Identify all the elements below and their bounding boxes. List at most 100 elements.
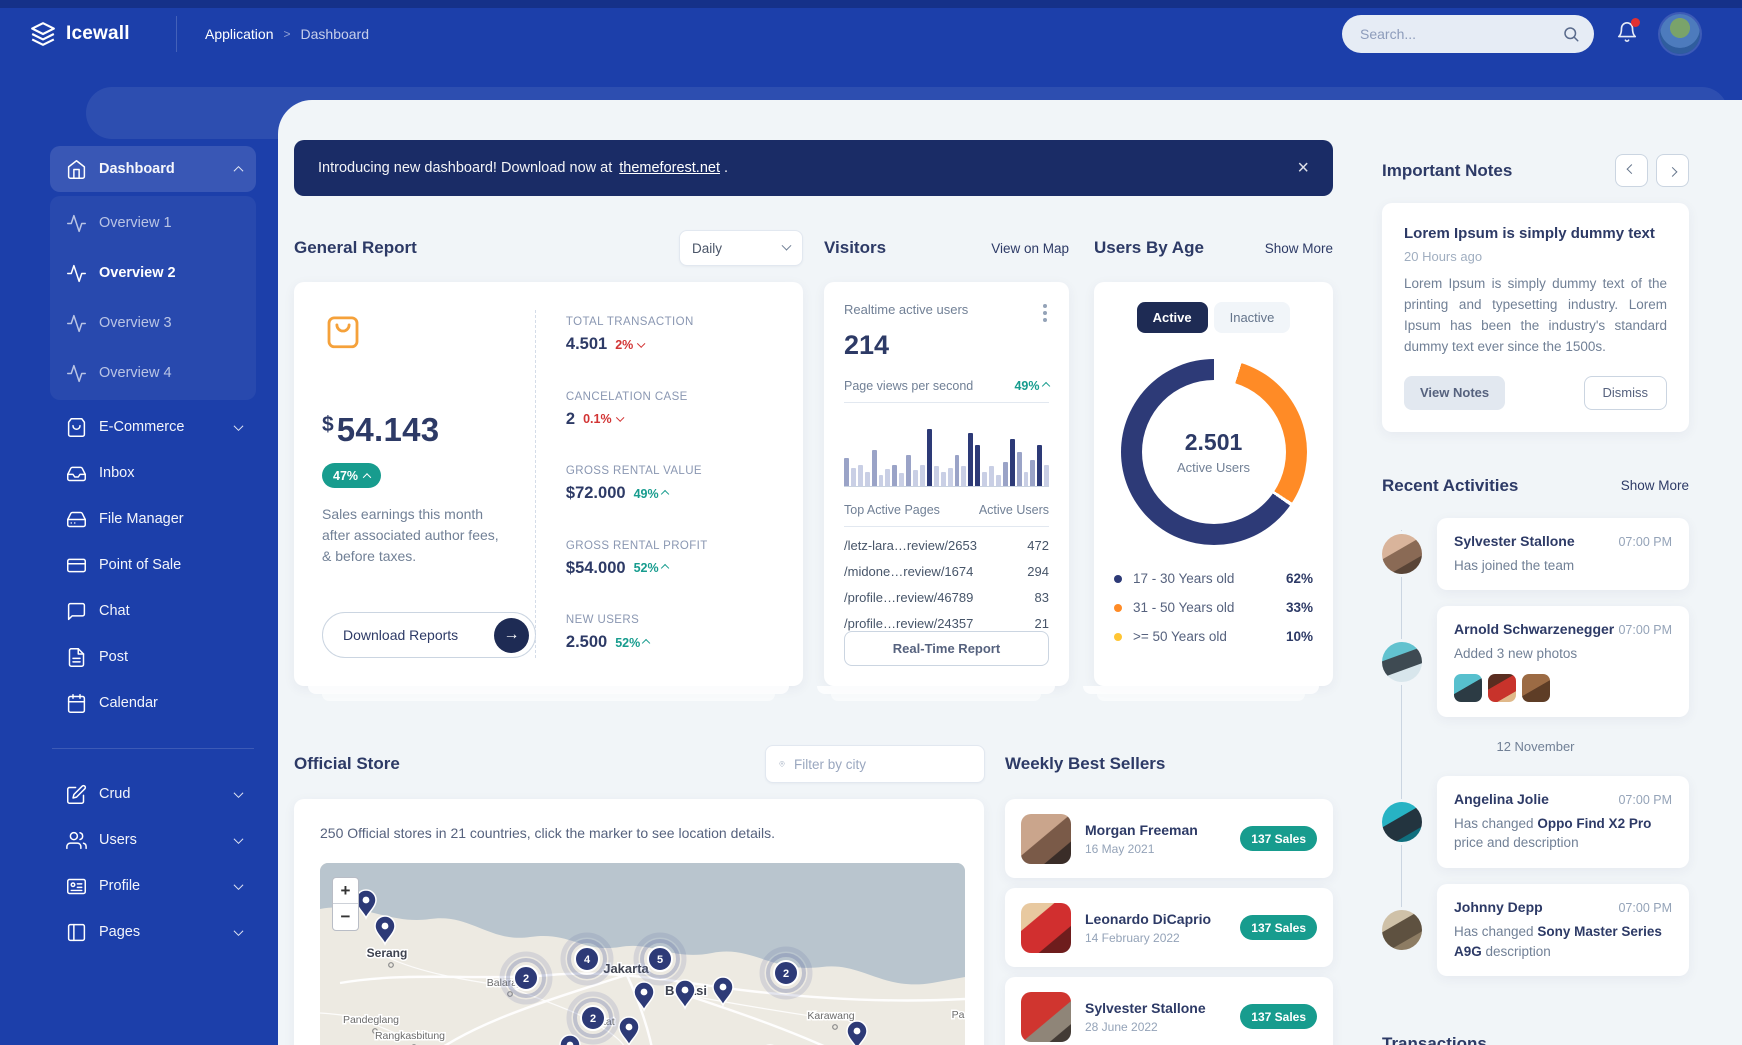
age-donut-chart: 2.501 Active Users [1120,359,1307,545]
sidebar-item-pages[interactable]: Pages [50,909,256,955]
zoom-in-button[interactable]: + [333,878,358,904]
filter-by-city-input[interactable] [794,756,971,772]
bar [857,464,863,486]
avatar [1382,533,1422,574]
user-avatar[interactable] [1660,14,1700,54]
bar [906,454,912,486]
activity-icon [67,214,86,232]
banner-close-icon[interactable]: × [1297,157,1309,179]
map-pin-icon [779,761,785,768]
sidebar-item-profile[interactable]: Profile [50,863,256,909]
map-pin-marker[interactable] [846,1020,868,1045]
file-text-icon [68,647,85,667]
notes-prev-button[interactable] [1615,154,1648,187]
kebab-menu-icon[interactable] [1041,302,1049,324]
toggle-inactive[interactable]: Inactive [1213,302,1291,333]
themeforest-link[interactable]: themeforest.net [619,160,720,176]
map-pin-marker[interactable] [674,979,696,1011]
seller-date: 16 May 2021 [1085,841,1155,856]
map-cluster-marker[interactable]: 2 [759,946,813,1000]
sidebar-item-overview-1[interactable]: Overview 1 [50,198,256,248]
breadcrumb-application[interactable]: Application [205,26,274,42]
sidebar-item-post[interactable]: Post [50,634,256,680]
sidebar-item-overview-2[interactable]: Overview 2 [50,248,256,298]
bar [1009,439,1015,486]
dismiss-button[interactable]: Dismiss [1583,375,1667,410]
chevron-down-icon [615,413,624,422]
photo-thumbnail[interactable] [1454,673,1482,702]
map-pin-marker[interactable] [559,1034,581,1045]
chevron-up-icon [642,639,651,648]
sidebar-item-inbox[interactable]: Inbox [50,450,256,496]
sidebar-item-chat[interactable]: Chat [50,588,256,634]
zoom-out-button[interactable]: − [340,907,351,926]
notifications-button[interactable] [1616,17,1640,48]
sidebar-item-users[interactable]: Users [50,817,256,863]
avatar [1382,641,1422,682]
activity-item: Johnny Depp 07:00 PM Has changed Sony Ma… [1382,883,1689,977]
sidebar-item-overview-3[interactable]: Overview 3 [50,298,256,348]
show-more-link[interactable]: Show More [1264,240,1333,256]
sidebar-item-overview-4[interactable]: Overview 4 [50,348,256,398]
map-pin-marker[interactable] [374,915,396,947]
period-select[interactable]: Daily [679,230,803,266]
sidebar-item-point-of-sale[interactable]: Point of Sale [50,542,256,588]
bar [1030,460,1036,486]
legend-dot [1114,603,1122,612]
stat-change-down: 2% [615,338,646,352]
activity-item: Sylvester Stallone 07:00 PM Has joined t… [1382,517,1689,591]
chevron-down-icon [781,240,792,251]
sidebar-item-dashboard[interactable]: Dashboard [50,146,256,192]
map-cluster-marker[interactable]: 5 [633,932,687,986]
bar [975,444,981,486]
map-cluster-marker[interactable]: 2 [566,991,620,1045]
photo-thumbnail[interactable] [1522,673,1550,702]
map-cluster-marker[interactable]: 2 [499,951,553,1005]
sidebar-label: Overview 1 [99,215,172,231]
seller-date: 14 February 2022 [1085,930,1180,945]
avatar [1021,813,1071,864]
map-pin-marker[interactable] [355,889,377,921]
bar [885,468,891,486]
sidebar-item-crud[interactable]: Crud [50,771,256,817]
photo-thumbnail[interactable] [1488,673,1516,702]
date-divider: 12 November [1382,738,1689,754]
map-pin-marker[interactable] [618,1016,640,1045]
sidebar-item-calendar[interactable]: Calendar [50,680,256,726]
map-city-label: Rangkasbitung [375,1030,445,1042]
search-input[interactable] [1360,26,1562,42]
calendar-icon [67,693,86,713]
download-reports-button[interactable]: Download Reports → [322,612,536,658]
avatar [1382,801,1422,842]
sales-badge: 137 Sales [1240,1004,1317,1029]
general-report-card: $54.143 47% Sales earnings this month af… [294,282,803,686]
view-notes-button[interactable]: View Notes [1404,375,1506,410]
chevron-up-icon [362,472,372,482]
sidebar-item-ecommerce[interactable]: E-Commerce [50,404,256,450]
sidebar-item-file-manager[interactable]: File Manager [50,496,256,542]
notes-next-button[interactable] [1656,154,1689,187]
sidebar-label: Inbox [99,465,135,481]
seller-date: 28 June 2022 [1085,1019,1158,1034]
bar [850,467,856,486]
realtime-report-button[interactable]: Real-Time Report [844,630,1049,666]
view-on-map-link[interactable]: View on Map [991,240,1069,256]
sidebar-label: Overview 2 [99,265,176,281]
stat-change-down: 0.1% [583,412,624,426]
transactions-title: Transactions [1382,1034,1487,1045]
search-box [1342,15,1594,53]
toggle-active[interactable]: Active [1136,302,1208,333]
brand-logo[interactable]: Icewall [0,21,176,47]
bar [933,466,939,486]
store-map[interactable]: SerangBalarajaJakartaBekasiKarawangPande… [320,863,965,1045]
map-pin-marker[interactable] [712,976,734,1008]
show-more-link[interactable]: Show More [1620,478,1689,494]
note-timestamp: 20 Hours ago [1404,249,1483,264]
users-by-age-title: Users By Age [1094,238,1204,257]
sidebar-label: File Manager [99,511,184,527]
message-square-icon [67,602,86,620]
bar [913,470,918,486]
map-pin-marker[interactable] [633,981,655,1013]
map-zoom-control: + − [332,877,359,931]
map-cluster-marker[interactable]: 4 [560,932,614,986]
